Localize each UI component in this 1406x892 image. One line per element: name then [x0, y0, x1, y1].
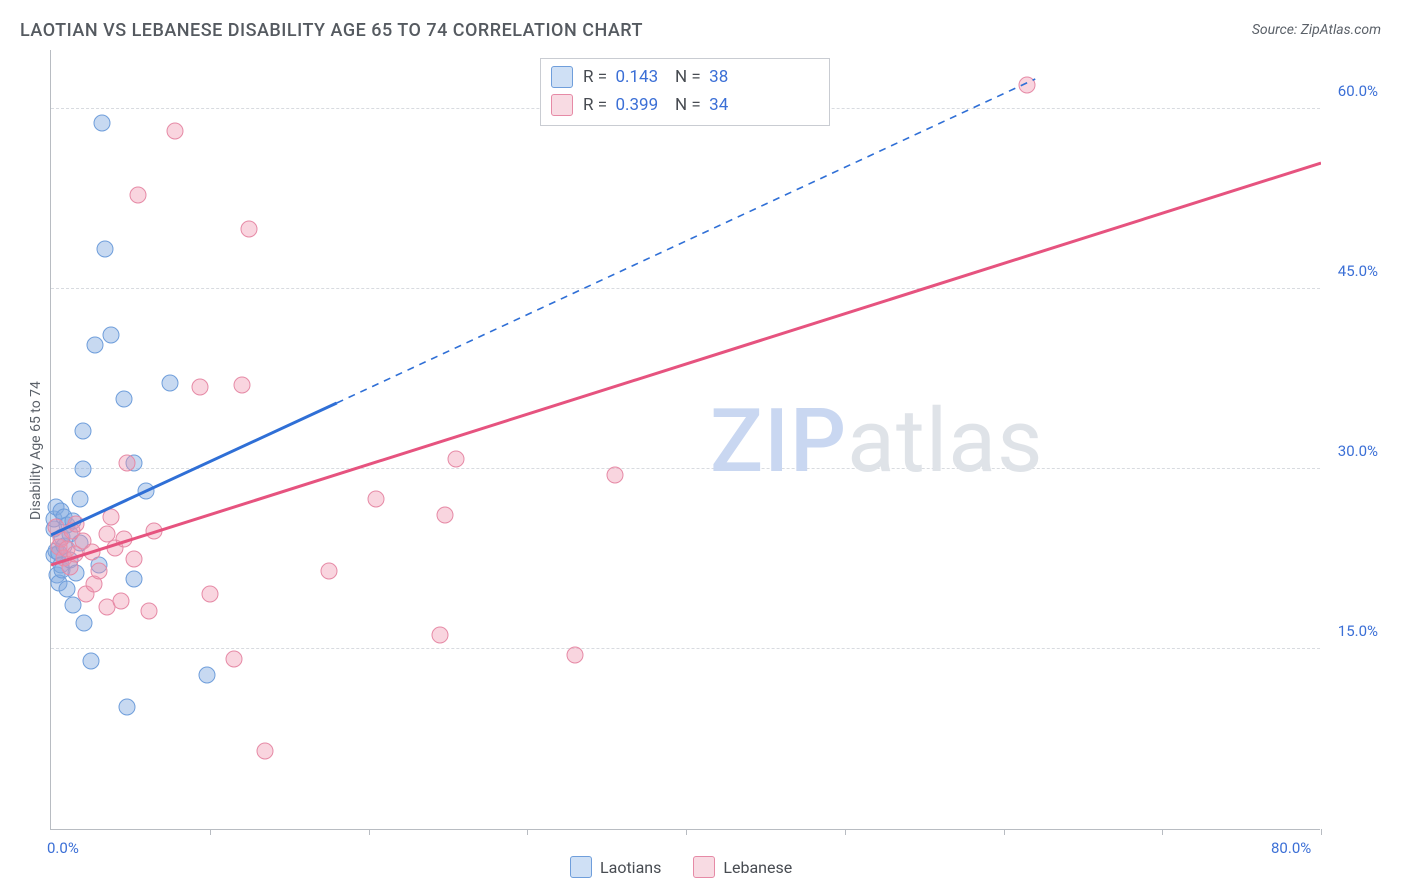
- y-tick-label: 15.0%: [1338, 622, 1378, 640]
- n-label: N =: [658, 91, 709, 119]
- r-value: 0.399: [615, 91, 658, 119]
- x-tick: [527, 829, 528, 835]
- x-tick-label: 80.0%: [1271, 839, 1311, 857]
- legend-label-laotians: Laotians: [600, 858, 661, 877]
- x-tick: [1162, 829, 1163, 835]
- y-axis-title: Disability Age 65 to 74: [28, 381, 44, 520]
- trend-line: [51, 403, 337, 535]
- n-value: 34: [709, 91, 728, 119]
- x-tick: [686, 829, 687, 835]
- n-label: N =: [658, 63, 709, 91]
- n-value: 38: [709, 63, 728, 91]
- trend-line: [51, 163, 1321, 565]
- r-value: 0.143: [615, 63, 658, 91]
- legend-label-lebanese: Lebanese: [723, 858, 792, 877]
- swatch-lebanese-icon: [551, 94, 573, 116]
- y-tick-label: 45.0%: [1338, 262, 1378, 280]
- plot-area: 15.0%30.0%45.0%60.0%0.0%80.0%: [50, 50, 1320, 830]
- x-tick-label: 0.0%: [47, 839, 79, 857]
- trend-line-dash: [337, 79, 1036, 403]
- r-label: R =: [583, 63, 615, 91]
- chart-title: LAOTIAN VS LEBANESE DISABILITY AGE 65 TO…: [20, 20, 643, 41]
- swatch-lebanese-icon: [693, 856, 715, 878]
- x-tick: [210, 829, 211, 835]
- y-tick-label: 60.0%: [1338, 82, 1378, 100]
- y-tick-label: 30.0%: [1338, 442, 1378, 460]
- x-tick: [369, 829, 370, 835]
- swatch-laotians-icon: [570, 856, 592, 878]
- x-tick: [1004, 829, 1005, 835]
- legend-stats-box: R = 0.143 N = 38R = 0.399 N = 34: [540, 58, 830, 126]
- source-label: Source: ZipAtlas.com: [1252, 22, 1381, 38]
- x-tick: [845, 829, 846, 835]
- r-label: R =: [583, 91, 615, 119]
- x-tick: [1321, 829, 1322, 835]
- swatch-laotians-icon: [551, 66, 573, 88]
- trend-layer: [51, 49, 1321, 829]
- legend-stats-row-lebanese: R = 0.399 N = 34: [551, 91, 819, 119]
- legend-bottom: Laotians Lebanese: [570, 856, 792, 878]
- legend-stats-row-laotians: R = 0.143 N = 38: [551, 63, 819, 91]
